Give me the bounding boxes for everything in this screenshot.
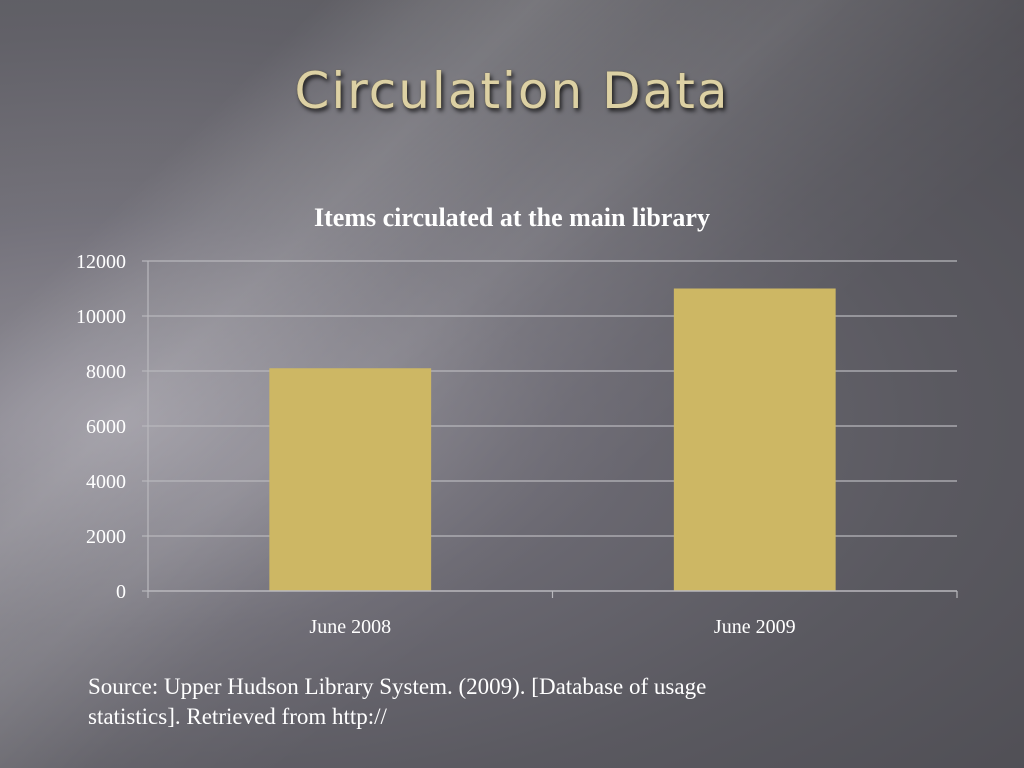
axes: [142, 260, 958, 598]
y-tick-label: 4000: [86, 471, 126, 493]
y-tick-label: 8000: [86, 361, 126, 383]
source-citation: Source: Upper Hudson Library System. (20…: [88, 672, 888, 732]
x-category-label: June 2009: [714, 616, 796, 638]
tick-labels: 0 2000 4000 6000 8000 10000 12000 June 2008 June…: [76, 251, 796, 638]
y-tick-label: 10000: [76, 306, 126, 328]
source-line-1: Source: Upper Hudson Library System. (20…: [88, 674, 707, 699]
bar-2: [673, 288, 836, 591]
y-tick-label: 2000: [86, 526, 126, 548]
bar-1: [269, 368, 432, 591]
source-line-2: statistics]. Retrieved from http://: [88, 704, 387, 729]
y-tick-label: 0: [116, 581, 126, 603]
bars: [269, 288, 836, 591]
y-tick-label: 6000: [86, 416, 126, 438]
y-tick-label: 12000: [76, 251, 126, 273]
x-category-label: June 2008: [309, 616, 391, 638]
slide-title: Circulation Data: [294, 62, 730, 120]
chart-title: Items circulated at the main library: [314, 203, 710, 232]
